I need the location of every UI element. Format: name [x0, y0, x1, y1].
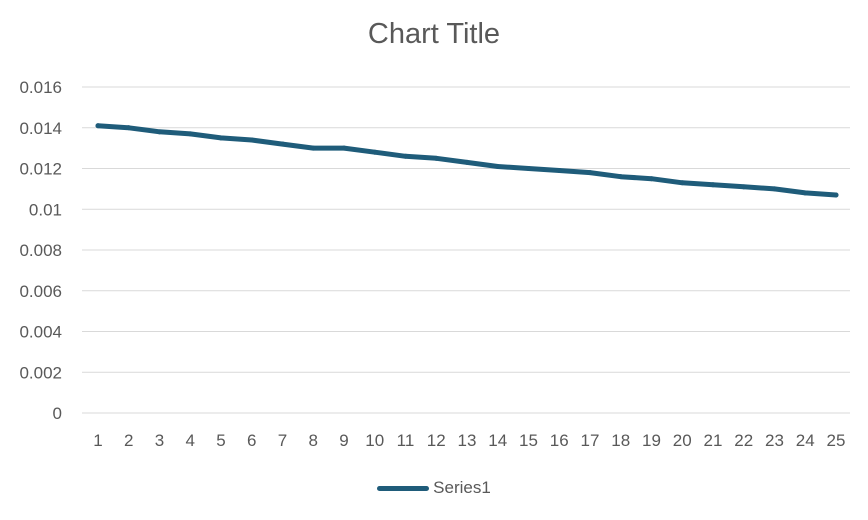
data-point	[772, 186, 777, 192]
x-tick-label: 18	[611, 431, 630, 450]
x-tick-label: 12	[427, 431, 446, 450]
data-point	[95, 123, 101, 129]
data-point	[618, 174, 624, 180]
x-tick-label: 7	[278, 431, 287, 450]
legend-swatch	[377, 485, 430, 491]
data-point	[679, 180, 685, 186]
data-point	[464, 159, 470, 165]
x-tick-label: 19	[642, 431, 661, 450]
data-point	[310, 145, 316, 151]
data-point	[249, 137, 255, 143]
data-point	[157, 129, 162, 135]
y-tick-label: 0	[53, 404, 62, 423]
x-tick-label: 22	[734, 431, 753, 450]
data-point	[587, 170, 593, 176]
data-point	[341, 145, 347, 151]
x-tick-label: 20	[673, 431, 692, 450]
x-tick-label: 6	[247, 431, 256, 450]
x-tick-label: 13	[458, 431, 477, 450]
y-tick-label: 0.01	[29, 200, 62, 219]
x-tick-label: 25	[827, 431, 846, 450]
x-tick-label: 23	[765, 431, 784, 450]
x-tick-label: 15	[519, 431, 538, 450]
y-tick-label: 0.008	[19, 241, 62, 260]
chart-title: Chart Title	[367, 18, 501, 50]
data-point	[649, 176, 654, 182]
data-point	[372, 149, 378, 155]
series-layer	[95, 123, 839, 198]
data-point	[187, 131, 193, 137]
data-point	[802, 190, 808, 196]
data-point	[433, 155, 439, 161]
legend-label: Series1	[433, 478, 491, 497]
line-chart: 0 0.002 0.004 0.006 0.008 0.01 0.012 0.014 0.016…	[19, 78, 850, 450]
y-tick-label: 0.016	[19, 78, 62, 97]
x-tick-label: 16	[550, 431, 569, 450]
x-tick-label: 24	[796, 431, 815, 450]
data-point	[526, 166, 531, 171]
x-tick-label: 5	[216, 431, 225, 450]
x-tick-label: 21	[704, 431, 723, 450]
data-point	[126, 125, 132, 131]
legend: Series1	[0, 478, 868, 498]
data-point	[403, 153, 408, 159]
data-point	[280, 141, 285, 147]
x-tick-label: 2	[124, 431, 133, 450]
x-tick-label: 11	[397, 431, 415, 450]
gridlines	[82, 86, 850, 414]
data-point	[556, 168, 562, 174]
y-tick-label: 0.006	[19, 282, 62, 301]
y-tick-label: 0.014	[19, 119, 62, 138]
data-point	[833, 192, 839, 198]
x-tick-label: 3	[155, 431, 164, 450]
x-tick-label: 8	[309, 431, 318, 450]
y-tick-label: 0.004	[19, 323, 62, 342]
data-point	[741, 184, 747, 190]
x-tick-label: 10	[365, 431, 384, 450]
y-tick-label: 0.012	[19, 160, 62, 179]
data-point	[710, 182, 716, 188]
x-tick-label: 14	[488, 431, 507, 450]
x-tick-label: 17	[581, 431, 600, 450]
x-tick-label: 9	[339, 431, 348, 450]
y-axis-tick-labels: 0 0.002 0.004 0.006 0.008 0.01 0.012 0.014 0.016	[19, 78, 62, 423]
data-point	[218, 135, 224, 141]
x-tick-label: 1	[93, 431, 102, 450]
y-tick-label: 0.002	[19, 363, 62, 382]
x-tick-label: 4	[186, 431, 195, 450]
x-axis-tick-labels: 1 2 3 4 5 6 7 8 9 10 11 12 13 14 15 16 17 18 19 20 21 22 23 24 2…	[93, 431, 845, 450]
data-point	[495, 163, 501, 169]
